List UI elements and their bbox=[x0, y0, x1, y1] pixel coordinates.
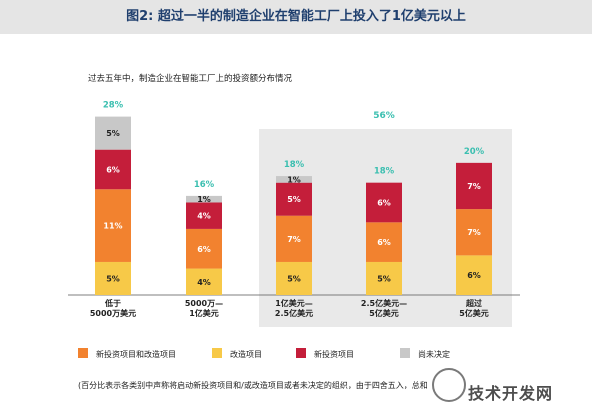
bar-value-label: 1% bbox=[197, 195, 211, 204]
bar-segment bbox=[186, 228, 222, 269]
bar-segment bbox=[186, 202, 222, 229]
bar-segment bbox=[276, 215, 312, 262]
bar-segment bbox=[95, 261, 131, 295]
legend-item-new-and-renovation: 新投资项目和改造项目 bbox=[78, 348, 176, 362]
bar-value-label: 6% bbox=[197, 245, 211, 254]
bar-value-label: 5% bbox=[377, 274, 391, 283]
group-total-label: 56% bbox=[373, 111, 395, 121]
bar-value-label: 6% bbox=[377, 238, 391, 247]
legend-label: 新投资项目和改造项目 bbox=[96, 350, 176, 359]
bar-value-label: 11% bbox=[103, 222, 122, 231]
bar-value-label: 5% bbox=[106, 129, 120, 138]
bar-value-label: 7% bbox=[467, 182, 481, 191]
x-tick-label: 超过 bbox=[465, 298, 482, 308]
bar-value-label: 5% bbox=[287, 195, 301, 204]
bar-segment bbox=[95, 149, 131, 190]
title-bar bbox=[0, 0, 592, 34]
bar-value-label: 5% bbox=[106, 274, 120, 283]
bar-total-label: 18% bbox=[284, 160, 305, 170]
bar-value-label: 4% bbox=[197, 212, 211, 221]
x-tick-label: 5000万美元 bbox=[90, 308, 136, 318]
bar-total-label: 16% bbox=[194, 180, 215, 190]
bar-value-label: 5% bbox=[287, 274, 301, 283]
x-tick-label: 5000万— bbox=[185, 299, 223, 308]
legend-swatch bbox=[400, 348, 410, 358]
legend-label: 新投资项目 bbox=[314, 350, 354, 359]
bar-value-label: 1% bbox=[287, 175, 301, 184]
watermark: 技术开发网 bbox=[432, 360, 582, 406]
x-tick-label: 1亿美元— bbox=[275, 298, 313, 308]
bar-segment bbox=[366, 182, 402, 223]
bar-segment bbox=[456, 209, 492, 256]
bar-segment bbox=[95, 116, 131, 150]
bar-segment bbox=[276, 261, 312, 295]
legend-swatch bbox=[212, 348, 222, 358]
x-tick-label: 2.5亿美元 bbox=[275, 308, 313, 318]
legend-label: 改造项目 bbox=[230, 350, 262, 359]
bar-total-label: 28% bbox=[103, 101, 124, 111]
bar-segment bbox=[95, 189, 131, 262]
x-tick-label: 5亿美元 bbox=[459, 308, 489, 318]
bar-segment bbox=[276, 182, 312, 216]
chart-subtitle: 过去五年中，制造企业在智能工厂上的投资额分布情况 bbox=[88, 74, 293, 84]
bar-segment bbox=[456, 255, 492, 295]
legend-swatch bbox=[78, 348, 88, 358]
bar-value-label: 6% bbox=[377, 199, 391, 208]
bar-total-label: 20% bbox=[464, 147, 485, 157]
bar-value-label: 4% bbox=[197, 278, 211, 287]
chart-title: 图2: 超过一半的制造企业在智能工厂上投入了1亿美元以上 bbox=[126, 9, 466, 24]
bar-segment bbox=[366, 261, 402, 295]
legend-swatch bbox=[296, 348, 306, 358]
bar-segment bbox=[276, 176, 312, 183]
legend-item-renovation: 改造项目 bbox=[212, 348, 262, 362]
legend: 新投资项目和改造项目 改造项目 新投资项目 尚未决定 bbox=[78, 348, 558, 364]
watermark-logo-icon bbox=[432, 368, 466, 402]
bar-segment bbox=[366, 222, 402, 262]
bar-segment bbox=[456, 162, 492, 210]
bar-value-label: 6% bbox=[467, 271, 481, 280]
x-tick-label: 5亿美元 bbox=[369, 308, 399, 318]
bar-segment bbox=[186, 268, 222, 295]
bar-total-label: 18% bbox=[374, 167, 395, 177]
bar-value-label: 7% bbox=[287, 235, 301, 244]
x-tick-label: 低于 bbox=[104, 298, 121, 308]
x-tick-label: 2.5亿美元— bbox=[361, 298, 407, 308]
legend-item-new: 新投资项目 bbox=[296, 348, 354, 362]
bar-value-label: 6% bbox=[106, 165, 120, 174]
watermark-text: 技术开发网 bbox=[468, 384, 554, 403]
legend-label: 尚未决定 bbox=[418, 350, 450, 359]
bar-value-label: 7% bbox=[467, 228, 481, 237]
footnote: (百分比表示各类别中声称将启动新投资项目和/或改造项目或者未决定的组织，由于四舍… bbox=[78, 381, 428, 390]
bar-segment bbox=[186, 195, 222, 203]
x-tick-label: 1亿美元 bbox=[189, 308, 219, 318]
legend-item-undecided: 尚未决定 bbox=[400, 348, 450, 362]
